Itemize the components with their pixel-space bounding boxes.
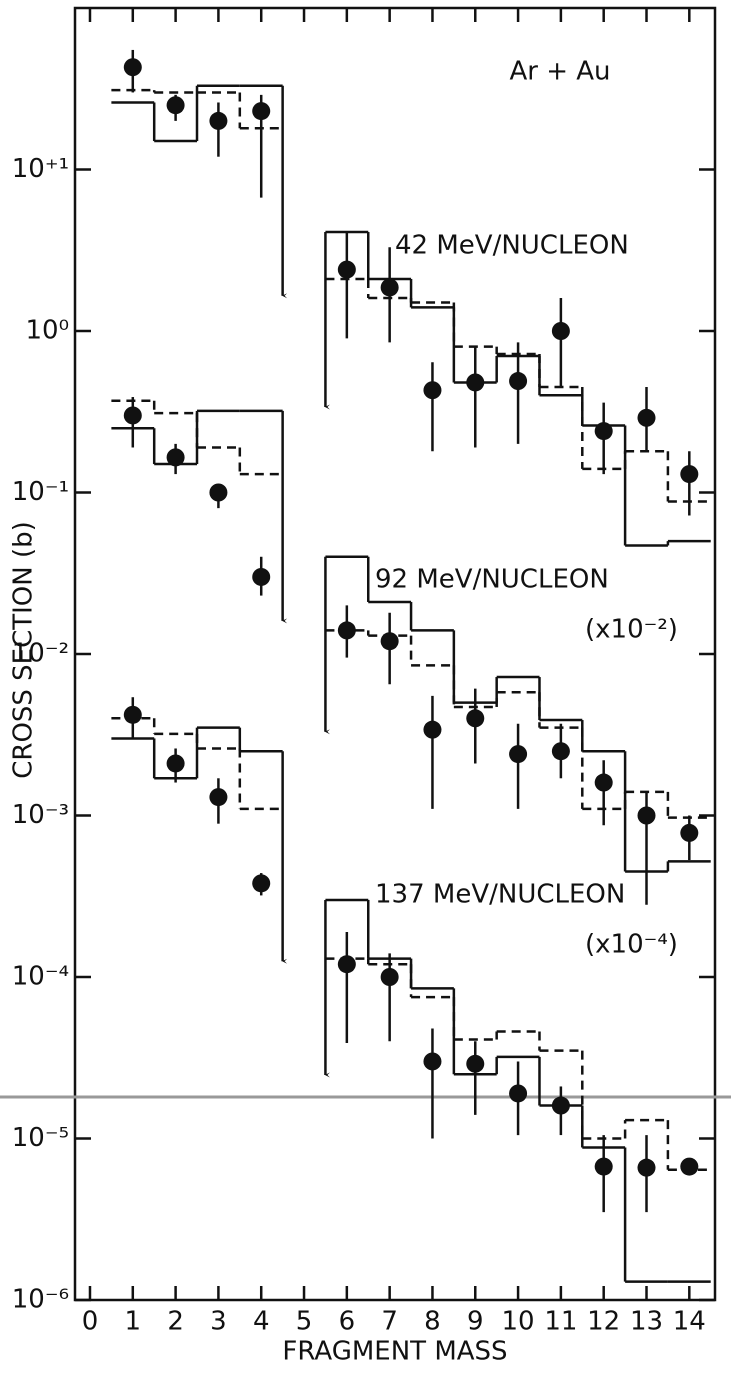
chart-title: Ar + Au (509, 57, 610, 87)
y-tick-label: 10⁻⁴ (12, 962, 69, 992)
x-tick-label: 1 (125, 1307, 142, 1337)
x-tick-label: 10 (502, 1307, 535, 1337)
data-point (166, 96, 185, 115)
data-point (380, 278, 399, 297)
y-tick-label: 10⁻⁵ (12, 1123, 69, 1153)
x-tick-label: 11 (544, 1307, 577, 1337)
y-tick-label: 10⁻³ (12, 800, 69, 830)
x-tick-label: 14 (673, 1307, 706, 1337)
data-point (551, 742, 570, 761)
data-point (166, 448, 185, 467)
scale-label: (x10⁻²) (585, 615, 678, 645)
y-tick-label: 10⁺¹ (12, 154, 69, 184)
y-tick-label: 10⁰ (25, 316, 69, 346)
x-tick-label: 6 (339, 1307, 356, 1337)
data-point (209, 111, 228, 130)
series-label: 42 MeV/NUCLEON (395, 231, 629, 261)
x-tick-label: 2 (167, 1307, 184, 1337)
data-point (594, 773, 613, 792)
x-tick-label: 7 (381, 1307, 398, 1337)
data-point (466, 709, 485, 728)
data-point (123, 406, 142, 425)
x-tick-label: 12 (587, 1307, 620, 1337)
data-point (337, 621, 356, 640)
data-point (551, 1096, 570, 1115)
x-tick-label: 9 (467, 1307, 484, 1337)
data-point (337, 955, 356, 974)
data-point (423, 381, 442, 400)
data-point (680, 465, 699, 484)
data-point (509, 372, 528, 391)
data-point (637, 408, 656, 427)
y-tick-label: 10⁻² (12, 639, 69, 669)
x-tick-label: 0 (82, 1307, 99, 1337)
data-point (123, 58, 142, 77)
data-point (680, 1157, 699, 1176)
y-axis-label: CROSS SECTION (b) (9, 521, 39, 779)
y-tick-label: 10⁻⁶ (12, 1285, 69, 1315)
x-tick-label: 8 (424, 1307, 441, 1337)
data-point (466, 373, 485, 392)
data-point (123, 705, 142, 724)
series-label: 92 MeV/NUCLEON (375, 565, 609, 595)
data-point (166, 754, 185, 773)
data-point (252, 567, 271, 586)
y-tick-label: 10⁻¹ (12, 477, 69, 507)
x-tick-label: 4 (253, 1307, 270, 1337)
x-axis-label: FRAGMENT MASS (282, 1337, 507, 1367)
data-point (423, 720, 442, 739)
scale-label: (x10⁻⁴) (585, 930, 678, 960)
x-tick-label: 3 (210, 1307, 227, 1337)
series-label: 137 MeV/NUCLEON (375, 880, 625, 910)
data-point (637, 1158, 656, 1177)
data-point (209, 788, 228, 807)
data-point (466, 1054, 485, 1073)
data-point (209, 483, 228, 502)
data-point (337, 260, 356, 279)
data-point (252, 102, 271, 121)
x-tick-label: 5 (296, 1307, 313, 1337)
data-point (551, 322, 570, 340)
data-point (680, 823, 699, 842)
x-tick-label: 13 (630, 1307, 663, 1337)
data-point (509, 1084, 528, 1103)
data-point (594, 422, 613, 441)
data-point (380, 632, 399, 651)
data-point (423, 1052, 442, 1071)
data-point (637, 806, 656, 825)
data-point (594, 1157, 613, 1176)
plot-frame (73, 6, 717, 1302)
data-point (380, 968, 399, 986)
data-point (252, 874, 271, 893)
data-point (509, 745, 528, 764)
